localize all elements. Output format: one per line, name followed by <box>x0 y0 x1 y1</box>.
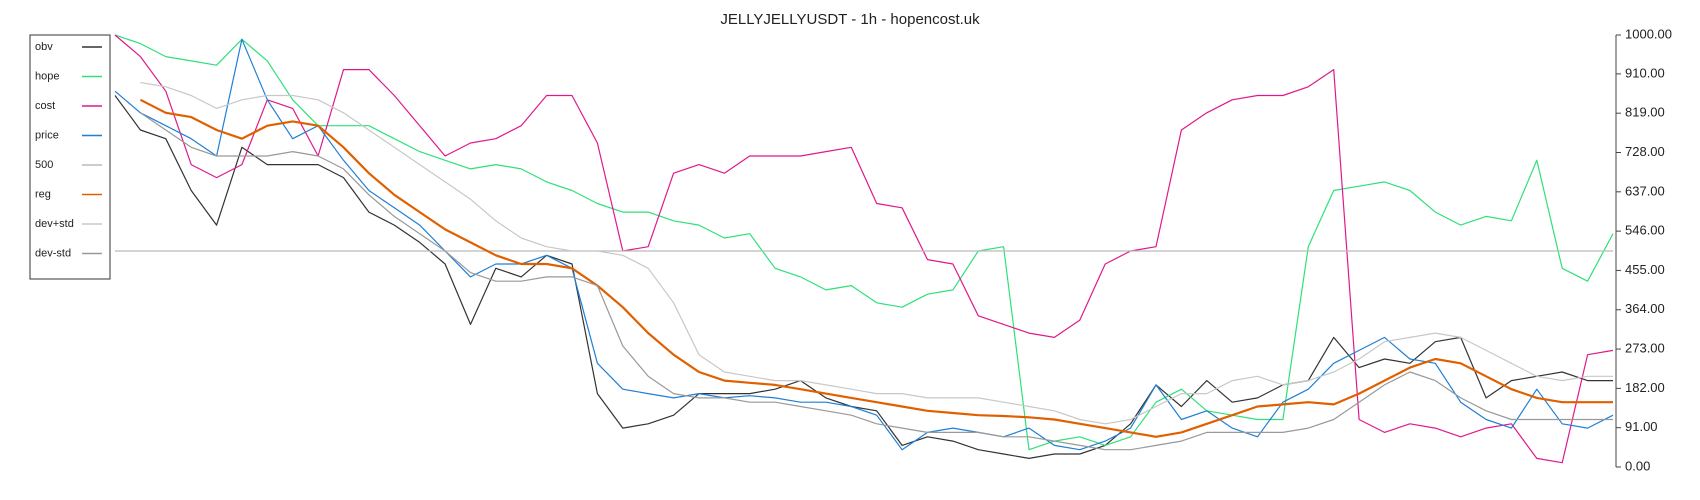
y-tick-label: 728.00 <box>1625 144 1665 159</box>
y-tick-label: 546.00 <box>1625 223 1665 238</box>
legend-label: obv <box>35 41 53 53</box>
y-tick-label: 819.00 <box>1625 105 1665 120</box>
y-tick-label: 455.00 <box>1625 262 1665 277</box>
series-line <box>114 34 1614 464</box>
legend-label: dev-std <box>35 247 71 259</box>
y-tick-label: 0.00 <box>1625 458 1650 473</box>
y-tick-label: 182.00 <box>1625 380 1665 395</box>
y-tick-label: 910.00 <box>1625 65 1665 80</box>
legend-label: dev+std <box>35 218 74 230</box>
legend-label: hope <box>35 70 59 82</box>
legend-label: 500 <box>35 159 53 171</box>
series-line <box>114 95 1613 459</box>
y-tick-label: 273.00 <box>1625 341 1665 356</box>
y-tick-label: 364.00 <box>1625 301 1665 316</box>
legend: obv hope cost price 500 reg dev+std dev-std <box>29 34 111 280</box>
series-line <box>140 81 1613 425</box>
series-line <box>140 112 1613 451</box>
series-line <box>139 98 1613 438</box>
y-tick-label: 1000.00 <box>1625 26 1672 41</box>
legend-box <box>29 34 111 280</box>
legend-label: price <box>35 129 59 141</box>
y-tick-label: 637.00 <box>1625 183 1665 198</box>
chart-title: JELLYJELLYUSDT - 1h - hopencost.uk <box>720 11 980 28</box>
series-line <box>114 38 1614 451</box>
legend-label: cost <box>35 100 55 112</box>
series-line <box>114 34 1614 451</box>
y-tick-label: 91.00 <box>1625 419 1658 434</box>
legend-label: reg <box>35 188 51 200</box>
